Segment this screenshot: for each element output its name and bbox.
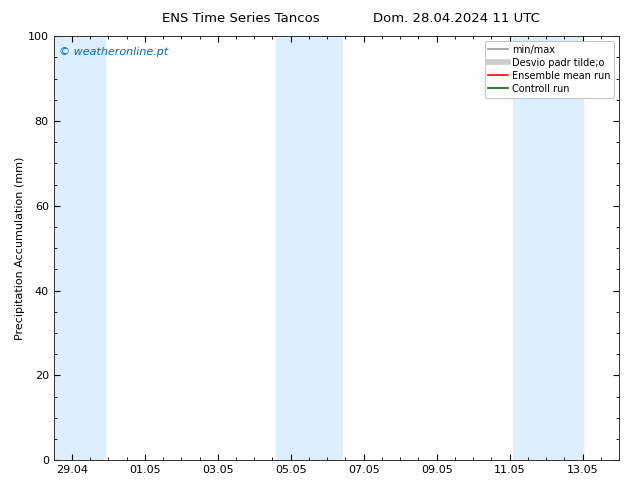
Text: © weatheronline.pt: © weatheronline.pt <box>60 47 169 57</box>
Legend: min/max, Desvio padr tilde;o, Ensemble mean run, Controll run: min/max, Desvio padr tilde;o, Ensemble m… <box>484 41 614 98</box>
Bar <box>54 36 105 460</box>
Y-axis label: Precipitation Accumulation (mm): Precipitation Accumulation (mm) <box>15 156 25 340</box>
Text: ENS Time Series Tancos: ENS Time Series Tancos <box>162 12 320 25</box>
Bar <box>513 36 583 460</box>
Bar <box>276 36 342 460</box>
Text: Dom. 28.04.2024 11 UTC: Dom. 28.04.2024 11 UTC <box>373 12 540 25</box>
